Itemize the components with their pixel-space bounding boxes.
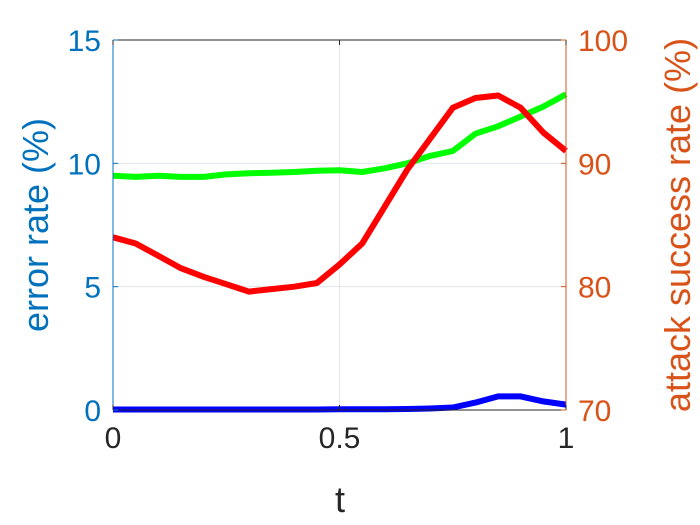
y-axis-label-left: error rate (%) [15,118,56,332]
y-left-tick-label: 10 [68,148,101,181]
y-right-tick-label: 70 [578,395,611,428]
y-right-tick-label: 90 [578,148,611,181]
series-line-0 [112,91,568,180]
y-left-tick-label: 15 [68,25,101,58]
y-axis-label-right: attack success rate (%) [657,38,698,412]
y-right-tick-label: 80 [578,272,611,305]
x-tick-label: 1 [558,422,575,455]
x-tick-label: 0.5 [319,422,361,455]
series-line-2 [112,92,568,295]
grid [113,40,566,410]
x-axis-label: t [335,479,345,520]
x-tick-label: 0 [105,422,122,455]
axes [112,39,567,411]
y-left-tick-label: 0 [84,395,101,428]
y-right-tick-label: 100 [578,25,628,58]
y-left-tick-label: 5 [84,272,101,305]
